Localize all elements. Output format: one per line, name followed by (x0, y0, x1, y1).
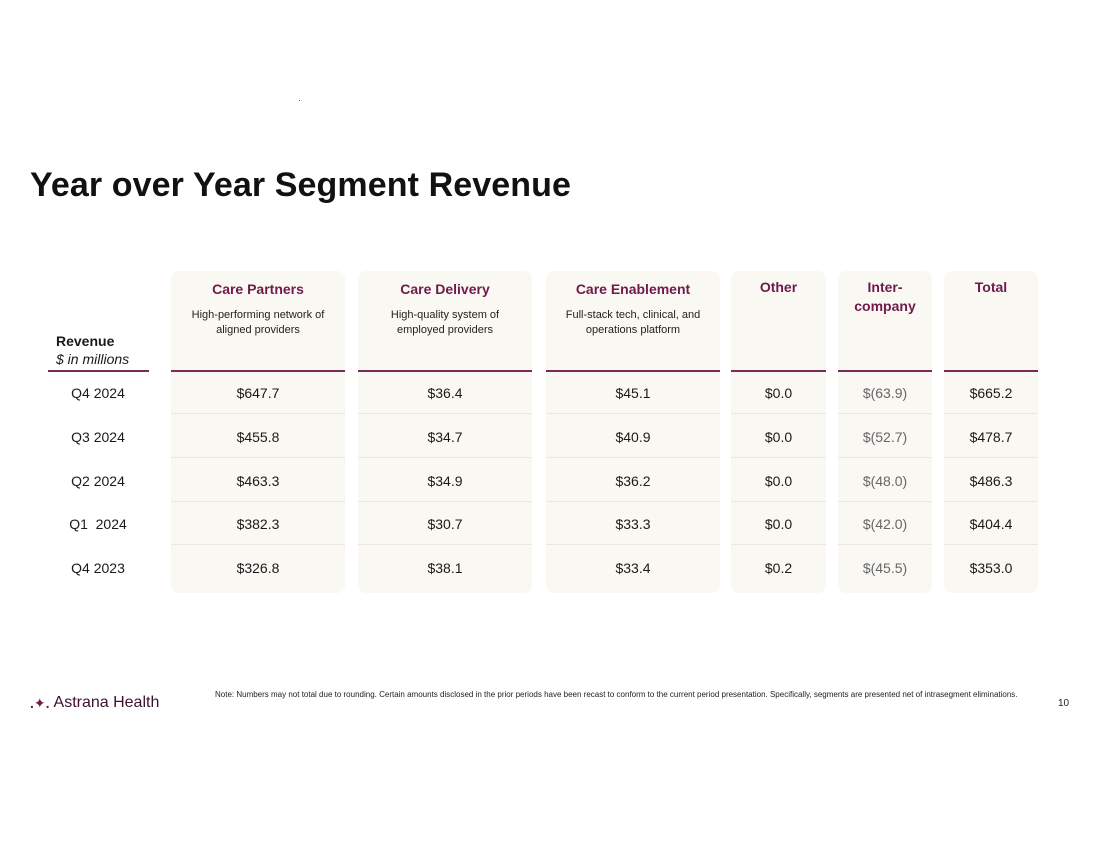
table-cell: $33.3 (615, 516, 651, 532)
table-cell: $455.8 (236, 429, 280, 445)
brand-logo: .✦. Astrana Health (30, 694, 159, 712)
row-label: Q1 2024 (69, 516, 127, 532)
row-separator (944, 457, 1038, 458)
table-cell: $665.2 (969, 385, 1013, 401)
table-cell: $647.7 (236, 385, 280, 401)
table-cell: $0.0 (764, 473, 793, 489)
column-name: Other (759, 279, 798, 295)
column-name: Total (974, 279, 1008, 295)
table-cell: $404.4 (969, 516, 1013, 532)
table-cell: $463.3 (236, 473, 280, 489)
row-separator (731, 544, 826, 545)
row-separator (944, 544, 1038, 545)
page-number: 10 (1058, 698, 1070, 709)
column-background (546, 271, 720, 593)
table-cell: $(63.9) (862, 385, 908, 401)
row-header-rule (48, 370, 149, 372)
table-cell: $45.1 (615, 385, 651, 401)
row-separator (546, 457, 720, 458)
stray-mark (299, 100, 300, 101)
column-header: Care Delivery High-quality system of empl… (358, 271, 532, 338)
column-background (171, 271, 345, 593)
row-separator (171, 544, 345, 545)
table-cell: $326.8 (236, 560, 280, 576)
row-separator (358, 544, 532, 545)
column-header: Care Enablement Full-stack tech, clinical… (546, 271, 720, 338)
row-separator (944, 501, 1038, 502)
table-cell: $(42.0) (862, 516, 908, 532)
row-separator (731, 457, 826, 458)
table-cell: $30.7 (427, 516, 463, 532)
row-separator (358, 501, 532, 502)
column-background (731, 271, 826, 593)
row-separator (838, 544, 932, 545)
row-header-main: Revenue (56, 333, 115, 349)
row-label: Q4 2023 (71, 560, 125, 576)
column-background (944, 271, 1038, 593)
row-separator (838, 501, 932, 502)
table-cell: $0.0 (764, 516, 793, 532)
page-title: Year over Year Segment Revenue (30, 166, 572, 204)
row-label: Q2 2024 (71, 473, 125, 489)
table-cell: $36.2 (615, 473, 651, 489)
row-separator (358, 457, 532, 458)
logo-text: Astrana Health (53, 694, 160, 711)
row-header-sub: $ in millions (56, 351, 130, 367)
column-header: Inter-company (838, 271, 932, 325)
column-name: Care Partners (212, 281, 304, 297)
table-cell: $(48.0) (862, 473, 908, 489)
column-background (358, 271, 532, 593)
column-name: Care Enablement (575, 281, 691, 297)
column-description: High-quality system of employed provider… (390, 309, 500, 336)
row-label: Q4 2024 (71, 385, 125, 401)
row-separator (731, 413, 826, 414)
column-description: Full-stack tech, clinical, and operation… (565, 309, 701, 336)
table-cell: $486.3 (969, 473, 1013, 489)
table-cell: $382.3 (236, 516, 280, 532)
row-header: Revenue $ in millions (56, 332, 129, 368)
row-label: Q3 2024 (71, 429, 125, 445)
table-cell: $34.9 (427, 473, 463, 489)
table-cell: $353.0 (969, 560, 1013, 576)
table-cell: $0.0 (764, 429, 793, 445)
table-cell: $34.7 (427, 429, 463, 445)
row-separator (838, 413, 932, 414)
column-description: High-performing network of aligned provi… (191, 309, 325, 336)
table-cell: $(52.7) (862, 429, 908, 445)
table-cell: $0.2 (764, 560, 793, 576)
row-separator (171, 501, 345, 502)
table-cell: $33.4 (615, 560, 651, 576)
column-rule (171, 370, 345, 372)
table-cell: $0.0 (764, 385, 793, 401)
table-cell: $40.9 (615, 429, 651, 445)
column-rule (731, 370, 826, 372)
row-separator (546, 544, 720, 545)
row-separator (838, 457, 932, 458)
row-separator (546, 501, 720, 502)
column-rule (838, 370, 932, 372)
table-cell: $478.7 (969, 429, 1013, 445)
row-separator (171, 457, 345, 458)
table-cell: $36.4 (427, 385, 463, 401)
footnote: Note: Numbers may not total due to round… (215, 690, 1018, 699)
column-rule (944, 370, 1038, 372)
column-name: Inter-company (854, 279, 916, 314)
row-separator (546, 413, 720, 414)
column-header: Care Partners High-performing network of … (171, 271, 345, 338)
row-separator (731, 501, 826, 502)
row-separator (944, 413, 1038, 414)
column-header: Total (944, 271, 1038, 306)
column-background (838, 271, 932, 593)
logo-mark-icon: .✦. (30, 694, 50, 711)
column-name: Care Delivery (400, 281, 490, 297)
column-rule (358, 370, 532, 372)
column-rule (546, 370, 720, 372)
row-separator (358, 413, 532, 414)
row-separator (171, 413, 345, 414)
table-cell: $(45.5) (862, 560, 908, 576)
table-cell: $38.1 (427, 560, 463, 576)
column-header: Other (731, 271, 826, 306)
